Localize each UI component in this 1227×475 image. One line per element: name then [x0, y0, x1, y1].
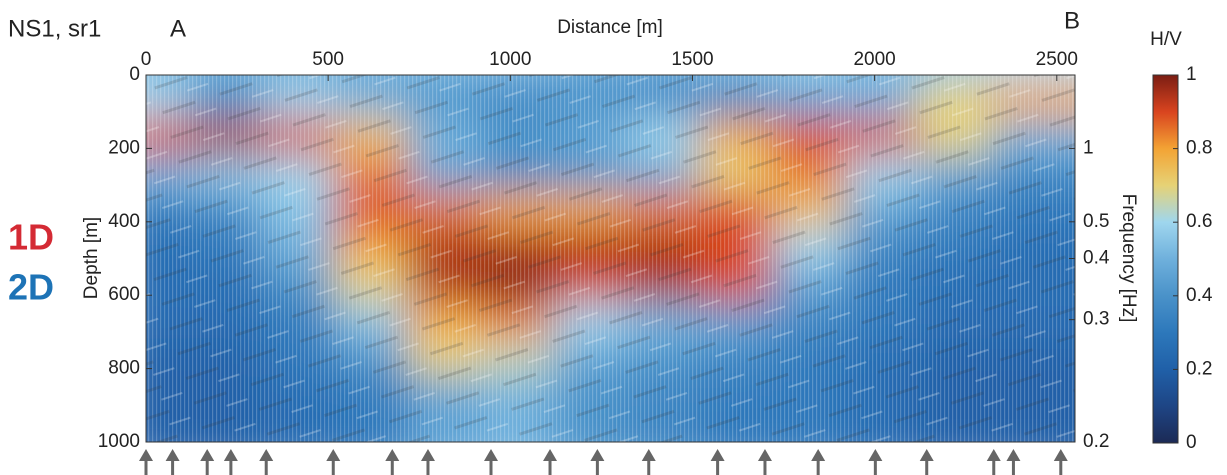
station-arrow: [139, 449, 153, 475]
colorbar-title: H/V: [1150, 29, 1182, 50]
station-arrow: [543, 449, 558, 475]
colorbar-tick-label: 0.4: [1186, 285, 1213, 306]
station-arrow: [986, 449, 1001, 475]
y-tick-label: 800: [108, 358, 140, 379]
y-tick-label: 400: [108, 211, 140, 232]
station-arrow: [1053, 449, 1068, 475]
y-axis-title: Depth [m]: [81, 217, 102, 299]
station-arrow: [919, 449, 934, 475]
method-label: 1D: [8, 217, 54, 258]
colorbar-tick-label: 0.6: [1186, 211, 1212, 232]
x-tick-label: 1500: [671, 49, 713, 70]
x-axis-title: Distance [m]: [557, 17, 663, 38]
y2-tick-label: 0.3: [1083, 309, 1109, 330]
y2-axis-title: Frequency [Hz]: [1118, 194, 1139, 323]
y-tick-label: 0: [129, 64, 140, 85]
station-arrow: [811, 449, 826, 475]
y-tick-label: 200: [108, 137, 140, 158]
station-arrow: [484, 449, 499, 475]
y-tick-label: 1000: [98, 431, 140, 452]
colorbar-tick-label: 0.8: [1186, 138, 1212, 159]
method-label: 2D: [8, 267, 54, 308]
colorbar: [1152, 74, 1179, 444]
station-arrow: [757, 449, 772, 475]
x-tick-label: 500: [312, 49, 344, 70]
colorbar-tick-label: 1: [1186, 64, 1197, 85]
station-arrow: [590, 449, 605, 475]
x-tick-label: 2000: [853, 49, 895, 70]
y2-tick-label: 0.2: [1083, 431, 1109, 452]
y2-tick-label: 0.5: [1083, 211, 1109, 232]
x-tick-label: 2500: [1036, 49, 1078, 70]
seismic-reflectors: [146, 75, 1075, 442]
colorbar-tick-label: 0.2: [1186, 358, 1212, 379]
profile-start: A: [170, 15, 186, 42]
x-tick-label: 0: [141, 49, 152, 70]
station-arrow: [641, 449, 656, 475]
station-arrow: [165, 449, 180, 475]
station-arrow: [326, 449, 341, 475]
station-arrow: [868, 449, 883, 475]
chart-title: NS1, sr1: [8, 15, 101, 42]
station-arrow: [385, 449, 400, 475]
profile-end: B: [1064, 7, 1080, 34]
station-arrow: [710, 449, 725, 475]
x-tick-label: 1000: [489, 49, 531, 70]
y2-tick-label: 0.4: [1083, 248, 1110, 269]
y2-tick-label: 1: [1083, 137, 1094, 158]
station-arrow: [259, 449, 274, 475]
station-arrow: [223, 449, 238, 475]
y-tick-label: 600: [108, 284, 140, 305]
colorbar-tick-label: 0: [1186, 432, 1197, 453]
station-arrow: [420, 449, 435, 475]
station-arrow: [1006, 449, 1021, 475]
station-arrow: [200, 449, 215, 475]
